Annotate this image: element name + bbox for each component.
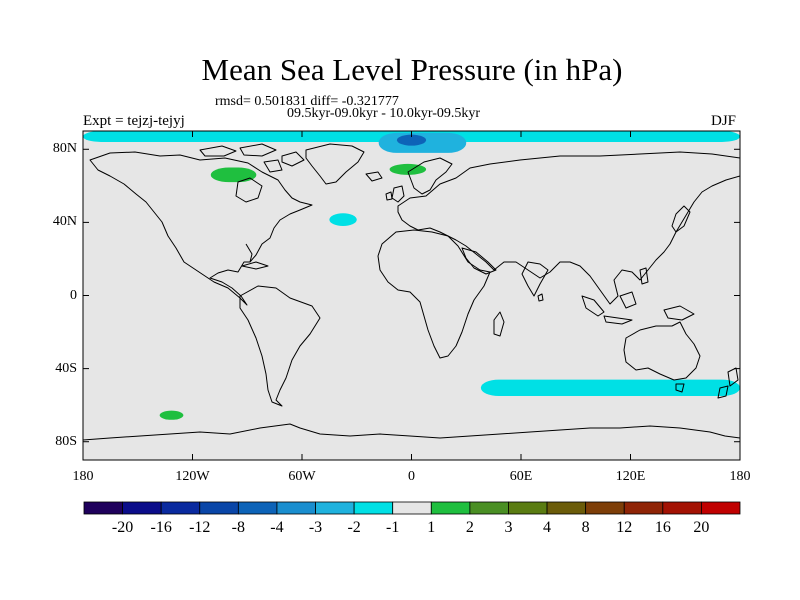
colorbar-label: 16 [654,519,671,536]
colorbar-label: -4 [270,519,284,536]
lat-label: 80S [55,433,77,449]
lon-label: 60W [288,469,316,484]
lat-label: 40N [52,214,77,230]
lon-label: 180 [72,469,94,484]
map-background [83,131,740,460]
canada-positive [210,167,257,183]
colorbar-swatch [623,501,664,515]
colorbar-swatch [430,501,471,515]
colorbar-label: -12 [189,519,211,536]
colorbar-swatch [160,501,201,515]
colorbar-label: 8 [581,519,590,536]
colorbar-swatch [662,501,702,515]
colorbar-swatch [508,501,548,515]
colorbar-swatch [353,501,394,515]
scandinavia-positive [389,163,427,175]
colorbar-label: -20 [111,519,134,536]
lon-label: 0 [408,469,415,484]
colorbar-swatch [546,501,587,515]
coastlines [83,143,740,441]
colorbar-label: 3 [504,519,513,536]
colorbar [83,501,741,515]
period-text: 09.5kyr-09.0kyr - 10.0kyr-09.5kyr [287,106,481,121]
colorbar-swatch [392,501,432,515]
north-atlantic-negative [329,213,357,227]
colorbar-swatch [469,501,509,515]
colorbar-label: -1 [386,519,400,536]
lon-label: 60E [509,469,533,484]
colorbar-label: 1 [427,519,436,536]
rmsd-diff-text: rmsd= 0.501831 diff= -0.321777 [215,94,399,109]
colorbar-label: 4 [543,519,552,536]
map-panel [83,131,740,460]
colorbar-swatch [199,501,239,515]
lat-label: 80N [52,141,77,157]
colorbar-swatch [276,501,316,515]
lat-label: 0 [70,287,77,303]
colorbar-swatch [83,501,123,515]
colorbar-swatch [122,501,162,515]
map-title: Mean Sea Level Pressure (in hPa) [201,52,623,87]
arctic-negative-peak [396,134,427,146]
colorbar-label: 12 [616,519,633,536]
colorbar-label: -16 [150,519,172,536]
colorbar-label: 20 [693,519,710,536]
colorbar-label: 2 [465,519,474,536]
colorbar-swatch [237,501,278,515]
colorbar-swatch [701,501,741,515]
lon-label: 120E [615,469,646,484]
lon-label: 180 [729,469,751,484]
colorbar-swatch [315,501,355,515]
axis-ticks [82,131,741,460]
colorbar-swatch [585,501,625,515]
lon-label: 120W [175,469,210,484]
season-label: DJF [711,113,737,129]
colorbar-label: -3 [308,519,323,536]
experiment-label: Expt = tejzj-tejyj [83,113,185,129]
colorbar-label: -8 [231,519,245,536]
indian-ocean-negative-band [480,379,740,397]
colorbar-label: -2 [347,519,361,536]
south-pacific-positive [159,410,184,420]
lat-label: 40S [55,360,77,376]
